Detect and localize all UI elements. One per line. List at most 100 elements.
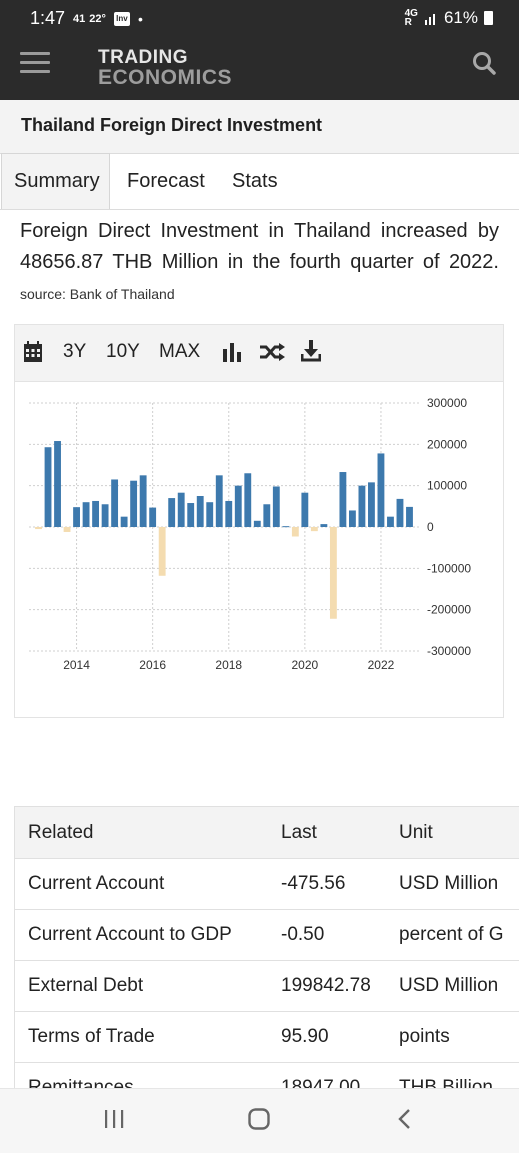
chart-bar: [387, 516, 394, 527]
chart-bar: [130, 480, 138, 527]
row-name[interactable]: Remittances: [28, 1077, 134, 1089]
table-row[interactable]: Terms of Trade 95.90 points: [15, 1011, 519, 1063]
row-name[interactable]: Terms of Trade: [28, 1026, 155, 1047]
chart-bar: [253, 520, 261, 527]
chart-bar: [177, 492, 185, 527]
system-navigation-bar: [0, 1088, 519, 1153]
chart-bar: [54, 441, 61, 527]
chart-bar: [272, 486, 280, 527]
row-unit: USD Million: [399, 873, 499, 894]
status-time: 1:47: [30, 8, 66, 28]
y-tick-label: 300000: [427, 396, 467, 410]
chart-bar: [310, 527, 318, 532]
row-name[interactable]: External Debt: [28, 975, 144, 996]
signal-icon: [424, 14, 435, 25]
tab-stats[interactable]: Stats: [232, 169, 278, 192]
chart-bar: [187, 503, 195, 527]
chart-bar: [301, 492, 309, 527]
shuffle-icon[interactable]: [259, 342, 285, 362]
download-icon[interactable]: [301, 340, 321, 362]
chart-bar: [396, 498, 404, 527]
chart-bar: [44, 447, 52, 527]
notification-dot: •: [137, 10, 143, 27]
summary-description: Foreign Direct Investment in Thailand in…: [20, 216, 499, 310]
table-row[interactable]: Current Account to GDP -0.50 percent of …: [15, 909, 519, 961]
range-3y-button[interactable]: 3Y: [63, 341, 87, 362]
table-header-row: Related Last Unit: [15, 807, 519, 859]
tab-summary[interactable]: Summary: [1, 153, 110, 209]
source-link[interactable]: source: Bank of Thailand: [20, 286, 175, 302]
chart-bar: [158, 527, 166, 576]
chart-bar: [377, 453, 385, 527]
row-name[interactable]: Current Account to GDP: [28, 924, 232, 945]
chart-bar: [196, 496, 204, 527]
table-row[interactable]: Remittances 18947.00 THB Billion: [15, 1062, 519, 1089]
chart-bar: [329, 527, 337, 619]
chart-bar: [282, 526, 290, 528]
row-last: -0.50: [281, 924, 325, 945]
table-row[interactable]: External Debt 199842.78 USD Million: [15, 960, 519, 1012]
range-10y-button[interactable]: 10Y: [106, 341, 140, 362]
chart-bar: [206, 502, 214, 527]
chart-bar: [234, 485, 242, 527]
row-name[interactable]: Current Account: [28, 873, 165, 894]
x-tick-label: 2020: [292, 658, 319, 672]
row-last: 199842.78: [281, 975, 371, 996]
chart-bar: [149, 507, 157, 527]
chart-bar: [35, 527, 42, 530]
chart-bar: [101, 504, 109, 527]
range-max-button[interactable]: MAX: [159, 341, 201, 362]
x-tick-label: 2014: [63, 658, 90, 672]
back-icon[interactable]: [393, 1107, 417, 1131]
chart-bar: [244, 473, 252, 527]
chart-bar: [368, 482, 375, 527]
chart-bar: [339, 472, 347, 527]
chart-bar: [63, 527, 71, 532]
row-last: 95.90: [281, 1026, 329, 1047]
logo-line1: TRADING: [98, 47, 189, 68]
y-tick-label: 200000: [427, 437, 467, 451]
chart-bar: [92, 500, 100, 527]
app-header: TRADING ECONOMICS: [0, 36, 519, 100]
x-tick-label: 2016: [139, 658, 166, 672]
tab-forecast[interactable]: Forecast: [127, 169, 205, 192]
inv-app-icon: Inv: [113, 11, 130, 26]
home-icon[interactable]: [247, 1107, 271, 1131]
search-icon[interactable]: [471, 50, 497, 76]
row-unit: percent of G: [399, 924, 504, 945]
network-indicator: 4G R: [404, 8, 418, 28]
row-unit: THB Billion: [399, 1077, 493, 1089]
header-unit: Unit: [399, 822, 433, 843]
status-bar: 1:47 41 22° Inv • 4G R 61%: [0, 0, 519, 36]
y-tick-label: -200000: [427, 603, 471, 617]
chart-bar: [358, 485, 366, 527]
header-related: Related: [28, 822, 94, 843]
chart-bar: [225, 500, 233, 527]
y-tick-label: -300000: [427, 644, 471, 658]
chart-container: 3Y 10Y MAX 300000 200000 100000 0 -100000 -20…: [14, 324, 504, 718]
chart-bar: [291, 527, 299, 537]
battery-level: 61%: [443, 8, 478, 27]
table-row[interactable]: Current Account -475.56 USD Million: [15, 858, 519, 910]
chart-bar: [263, 504, 271, 527]
chart-bar: [168, 498, 176, 527]
recent-apps-icon[interactable]: [102, 1107, 126, 1131]
row-unit: points: [399, 1026, 450, 1047]
chart-bar: [120, 516, 128, 527]
chart-bar: [139, 475, 147, 527]
chart-bar: [320, 524, 328, 527]
chart-bar: [348, 510, 356, 527]
bar-chart-icon[interactable]: [222, 342, 243, 362]
hamburger-menu-icon[interactable]: [20, 52, 50, 74]
chart-bar: [111, 479, 119, 527]
related-table: Related Last Unit Current Account -475.5…: [14, 806, 519, 1089]
battery-icon: [484, 11, 493, 25]
chart-bar: [215, 475, 223, 527]
description-text: Foreign Direct Investment in Thailand in…: [20, 220, 499, 273]
trading-economics-logo[interactable]: TRADING ECONOMICS: [98, 47, 232, 89]
chart-bar: [82, 502, 90, 527]
x-tick-label: 2022: [368, 658, 395, 672]
row-unit: USD Million: [399, 975, 499, 996]
x-tick-label: 2018: [215, 658, 242, 672]
calendar-icon[interactable]: [23, 341, 43, 363]
